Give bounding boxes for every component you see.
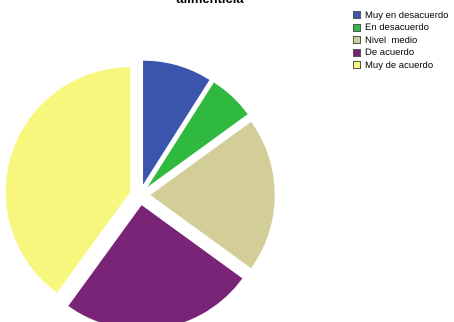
legend-label: Muy en desacuerdo (365, 9, 449, 21)
legend-item: De acuerdo (353, 47, 448, 60)
legend-item: En desacuerdo (353, 22, 448, 35)
pie-slice-nivel-medio (149, 121, 276, 269)
legend-item: Muy en desacuerdo (353, 9, 448, 22)
legend-swatch (353, 36, 361, 45)
legend-swatch (353, 61, 361, 70)
legend-item: Nivel medio (353, 34, 448, 47)
pie-slice-de-acuerdo (67, 204, 244, 322)
legend: Muy en desacuerdo En desacuerdo Nivel medi… (353, 9, 448, 72)
legend-swatch (353, 23, 361, 32)
legend-label: Nivel medio (365, 34, 418, 46)
legend-label: En desacuerdo (365, 22, 429, 33)
legend-swatch (353, 48, 361, 57)
legend-swatch (353, 11, 361, 20)
pie-slice-en-desacuerdo (146, 81, 249, 188)
pie-slice-muy-de-acuerdo (5, 66, 131, 294)
legend-label: De acuerdo (365, 47, 415, 58)
legend-item: Muy de acuerdo (353, 59, 448, 72)
pie-slice-muy-en-desacuerdo (142, 60, 211, 187)
chart-title: alimenticia (0, 0, 420, 6)
legend-label: Muy de acuerdo (365, 59, 434, 71)
